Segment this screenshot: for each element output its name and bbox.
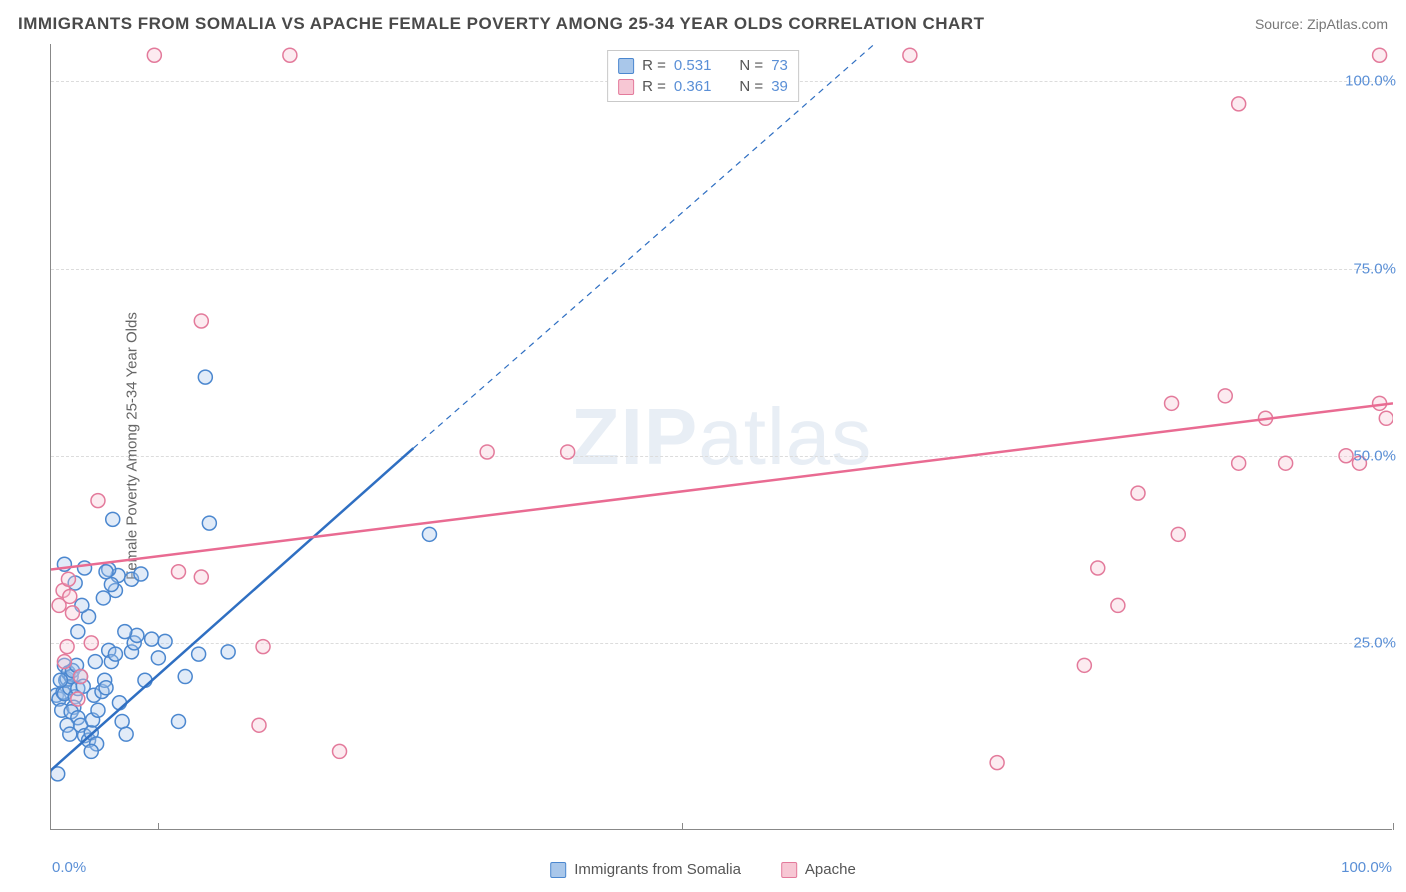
data-point [63,727,77,741]
data-point [1171,527,1185,541]
y-tick-label: 75.0% [1353,260,1396,277]
data-point [171,565,185,579]
data-point [1218,389,1232,403]
x-tick-max: 100.0% [1341,859,1392,876]
legend-r-value: 0.531 [674,57,712,74]
data-point [74,670,88,684]
data-point [1091,561,1105,575]
data-point [119,727,133,741]
y-tick-label: 100.0% [1345,73,1396,90]
trend-line [51,403,1393,569]
trend-line [51,448,413,770]
chart-container: IMMIGRANTS FROM SOMALIA VS APACHE FEMALE… [0,0,1406,892]
data-point [71,625,85,639]
trend-line [413,44,883,448]
series-legend: Immigrants from Somalia Apache [550,861,856,878]
legend-swatch [618,79,634,95]
legend-n-label: N = [739,78,763,95]
legend-r-label: R = [642,57,666,74]
data-point [422,527,436,541]
data-point [221,645,235,659]
x-tick-min: 0.0% [52,859,86,876]
data-point [171,714,185,728]
data-point [96,591,110,605]
data-point [333,744,347,758]
legend-swatch [618,58,634,74]
legend-swatch [550,862,566,878]
data-point [990,756,1004,770]
data-point [91,494,105,508]
scatter-svg [51,44,1393,830]
data-point [202,516,216,530]
data-point [283,48,297,62]
data-point [57,655,71,669]
data-point [192,647,206,661]
data-point [194,314,208,328]
data-point [1111,598,1125,612]
data-point [118,625,132,639]
data-point [256,640,270,654]
data-point [158,634,172,648]
legend-n-value: 73 [771,57,788,74]
data-point [99,565,113,579]
data-point [903,48,917,62]
legend-r-label: R = [642,78,666,95]
data-point [194,570,208,584]
data-point [84,744,98,758]
data-point [147,48,161,62]
data-point [480,445,494,459]
data-point [71,692,85,706]
y-tick-label: 25.0% [1353,634,1396,651]
source-label: Source: ZipAtlas.com [1255,16,1388,32]
data-point [53,673,67,687]
data-point [108,647,122,661]
legend-series-label: Apache [805,861,856,878]
data-point [1232,97,1246,111]
data-point [115,714,129,728]
data-point [151,651,165,665]
data-point [1077,658,1091,672]
data-point [61,572,75,586]
x-tick-mark [1393,823,1394,830]
data-point [1165,396,1179,410]
data-point [63,589,77,603]
data-point [60,640,74,654]
data-point [88,655,102,669]
legend-r-value: 0.361 [674,78,712,95]
data-point [65,606,79,620]
data-point [106,512,120,526]
legend-series-item: Apache [781,861,856,878]
data-point [561,445,575,459]
data-point [145,632,159,646]
data-point [1131,486,1145,500]
legend-series-label: Immigrants from Somalia [574,861,741,878]
data-point [104,577,118,591]
legend-swatch [781,862,797,878]
data-point [1232,456,1246,470]
data-point [1379,411,1393,425]
legend-correlation-row: R = 0.361 N = 39 [618,76,788,97]
data-point [91,703,105,717]
data-point [1373,48,1387,62]
legend-correlation-row: R = 0.531 N = 73 [618,55,788,76]
legend-n-value: 39 [771,78,788,95]
correlation-legend: R = 0.531 N = 73 R = 0.361 N = 39 [607,50,799,102]
data-point [198,370,212,384]
legend-series-item: Immigrants from Somalia [550,861,741,878]
y-tick-label: 50.0% [1353,447,1396,464]
legend-n-label: N = [739,57,763,74]
data-point [134,567,148,581]
data-point [252,718,266,732]
chart-title: IMMIGRANTS FROM SOMALIA VS APACHE FEMALE… [18,14,984,34]
data-point [1279,456,1293,470]
data-point [1339,449,1353,463]
plot-area: ZIPatlas [50,44,1392,830]
data-point [84,636,98,650]
data-point [178,670,192,684]
data-point [78,561,92,575]
data-point [99,681,113,695]
